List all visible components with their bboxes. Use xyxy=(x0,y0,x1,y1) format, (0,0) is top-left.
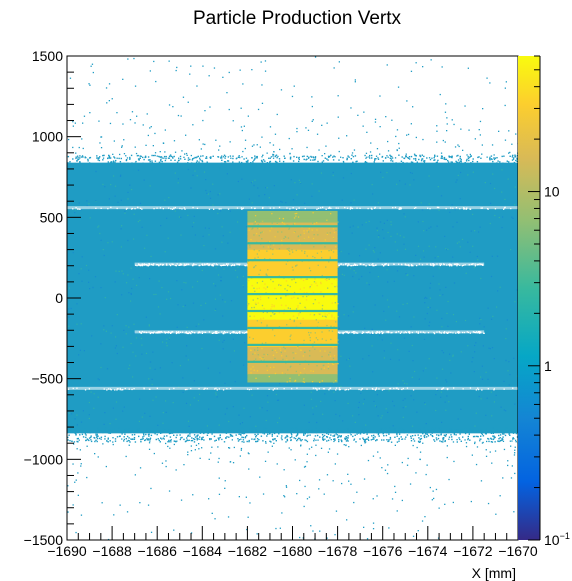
stripe xyxy=(337,330,485,334)
block-line xyxy=(247,343,338,346)
block-line xyxy=(247,276,338,279)
y-tick-label: −1000 xyxy=(24,451,64,467)
chart-title: Particle Production Vertx xyxy=(193,8,402,29)
y-tick-label: −1500 xyxy=(24,532,64,548)
stripe xyxy=(134,262,248,266)
colorbar-tick-label: 10−1 xyxy=(544,531,570,548)
x-tick-label: −1684 xyxy=(183,543,223,559)
x-tick-label: −1676 xyxy=(363,543,403,559)
stripe xyxy=(67,386,518,390)
block-line xyxy=(247,225,338,228)
x-tick-label: −1674 xyxy=(408,543,448,559)
y-tick-label: 1000 xyxy=(32,129,63,145)
x-tick-label: −1670 xyxy=(498,543,538,559)
block-line xyxy=(247,360,338,363)
plot-area xyxy=(67,56,518,540)
x-tick-label: −1678 xyxy=(318,543,358,559)
x-axis: −1690 −1688 −1686 −1684 −1682 −1680 −1678 −1676… xyxy=(47,526,538,559)
x-tick-label: −1672 xyxy=(453,543,493,559)
x-tick-label: −1686 xyxy=(138,543,178,559)
target-block xyxy=(247,210,339,384)
colorbar-tick-label: 1 xyxy=(544,358,552,374)
colorbar xyxy=(518,56,540,540)
block-line xyxy=(247,242,338,245)
y-axis: −1500 −1000 −500 0 500 1000 1500 xyxy=(24,48,81,548)
y-tick-label: 1500 xyxy=(32,48,63,64)
block-line xyxy=(247,326,338,330)
y-tick-label: 0 xyxy=(55,290,63,306)
colorbar-axis: 10−1 1 10 xyxy=(528,55,570,548)
x-tick-label: −1688 xyxy=(92,543,132,559)
halo-points xyxy=(67,56,518,540)
stripe xyxy=(134,330,248,334)
band-edge-points xyxy=(67,154,518,443)
x-tick-label: −1690 xyxy=(47,543,87,559)
y-tick-label: 500 xyxy=(40,209,64,225)
block-line xyxy=(247,309,338,313)
colorbar-tick-label: 10 xyxy=(544,184,560,200)
stripe xyxy=(337,262,485,266)
block-line xyxy=(247,292,338,296)
block-line xyxy=(247,259,338,262)
x-axis-title: X [mm] xyxy=(472,565,516,581)
x-tick-label: −1682 xyxy=(228,543,268,559)
stripe-rows xyxy=(67,206,518,391)
x-tick-label: −1680 xyxy=(273,543,313,559)
y-tick-label: −500 xyxy=(31,371,63,387)
